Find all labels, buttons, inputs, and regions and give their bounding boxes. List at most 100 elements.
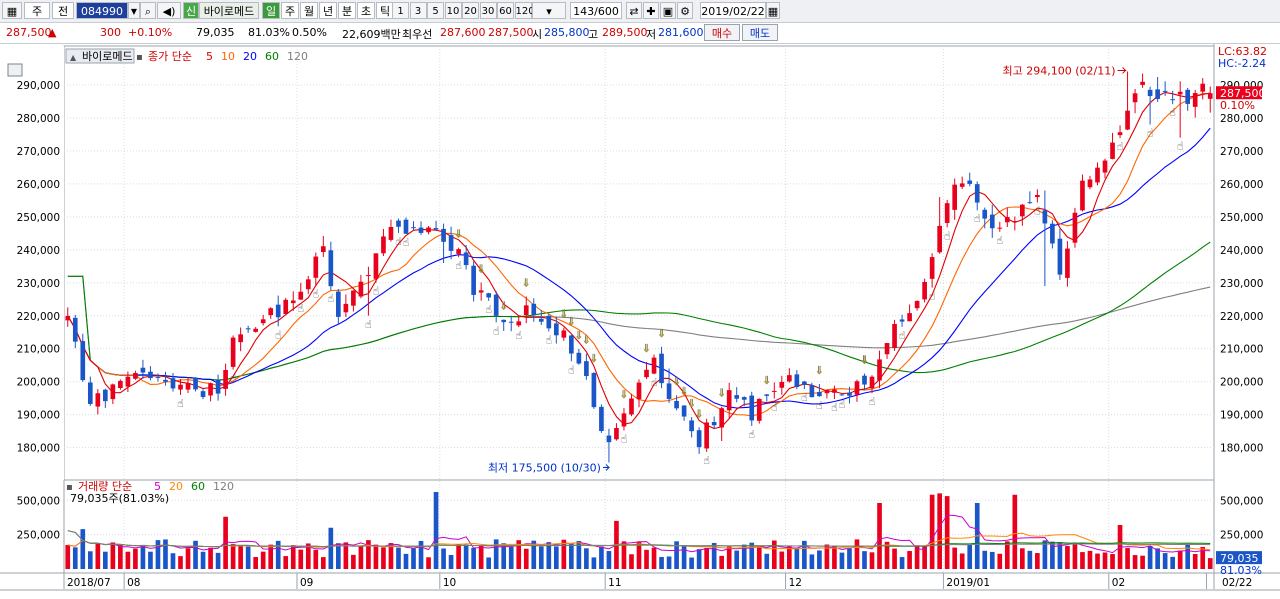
candle-body <box>576 352 582 364</box>
volume-bar <box>944 496 950 569</box>
stock-name[interactable]: 바이로메드 <box>199 2 259 19</box>
interval-60[interactable]: 60 <box>497 2 514 19</box>
volume-bar <box>1080 552 1085 569</box>
tab-0[interactable]: 일 <box>262 2 280 19</box>
chevron-down-icon[interactable]: ▼ <box>128 2 140 19</box>
candle-body <box>313 256 319 278</box>
sell-signal-arrow: ⇓ <box>687 397 696 410</box>
tab-6[interactable]: 틱 <box>376 2 394 19</box>
volume-bar <box>351 554 356 569</box>
quote-info-bar: 287,500 ▲ 300 +0.10% 79,035 81.03% 0.50%… <box>0 23 1280 44</box>
candle-body <box>95 393 101 407</box>
adjust-select[interactable]: 전 <box>52 2 74 19</box>
volume-bar <box>561 539 567 569</box>
legend-bullet-icon: ▪ <box>136 52 143 63</box>
volume-bar <box>223 516 228 569</box>
interval-dropdown[interactable]: ▾ <box>532 2 566 19</box>
high-arrow-icon <box>1117 67 1127 74</box>
volume-bar <box>839 552 845 569</box>
interval-20[interactable]: 20 <box>462 2 479 19</box>
tab-5[interactable]: 초 <box>357 2 375 19</box>
y-tick-label: 190,000 <box>17 410 60 422</box>
candle-body <box>125 376 131 387</box>
hand-signal: ☝ <box>275 328 282 341</box>
candle-body <box>734 395 740 399</box>
tab-3[interactable]: 년 <box>319 2 337 19</box>
interval-3[interactable]: 3 <box>409 2 427 19</box>
interval-1[interactable]: 1 <box>392 2 409 19</box>
high-label: 고 <box>588 28 599 41</box>
y-tick-label: 260,000 <box>17 179 60 191</box>
vol-tick-label-right: 250,000 <box>1220 530 1263 542</box>
interval-120[interactable]: 120 <box>514 2 535 19</box>
volume-bar <box>336 543 341 569</box>
volume-bar <box>802 540 807 569</box>
vol-value-line: 79,035주(81.03%) <box>70 492 169 505</box>
stock-code-input[interactable]: 084990 <box>76 2 128 19</box>
price-pane <box>63 45 1215 481</box>
buy-button[interactable]: 매수 <box>704 24 740 41</box>
candle-body <box>869 376 875 389</box>
scroll-icon[interactable]: ⇄ <box>626 2 642 19</box>
volume-bar <box>576 541 582 569</box>
interval-5[interactable]: 5 <box>427 2 444 19</box>
tab-2[interactable]: 월 <box>300 2 318 19</box>
candle-body <box>1132 93 1138 103</box>
volume-bar <box>396 547 401 569</box>
candle-body <box>997 227 1003 229</box>
sell-button[interactable]: 매도 <box>742 24 778 41</box>
candle-body <box>847 392 852 396</box>
candle-body <box>553 323 559 336</box>
volume-bar <box>373 544 379 569</box>
candle-body <box>320 246 326 252</box>
hand-signal: ☝ <box>515 329 522 342</box>
candle-body <box>133 372 138 379</box>
volume-bar <box>786 546 792 569</box>
volume-bar <box>884 541 890 569</box>
low-price: 281,600 <box>658 26 704 39</box>
legend-ma-type: 종가 단순 <box>148 50 192 63</box>
data-count[interactable]: 143/600 <box>570 2 622 19</box>
tab-4[interactable]: 분 <box>338 2 356 19</box>
price-chart[interactable]: 180,000 180,000 190,000 190,000 200,000 200,0… <box>0 44 1280 599</box>
volume-bar <box>208 547 213 569</box>
crosshair-icon[interactable]: ✚ <box>643 2 659 19</box>
volume-bar <box>403 553 409 569</box>
save-icon[interactable]: ▣ <box>660 2 676 19</box>
candle-body <box>741 397 747 400</box>
vol-badge-bg <box>1216 551 1262 565</box>
date-input[interactable]: 2019/02/22 <box>700 2 766 19</box>
y-tick-label-right: 230,000 <box>1220 278 1263 290</box>
volume-bar <box>584 548 589 569</box>
candle-body <box>1012 221 1018 223</box>
vol-pct-badge: 81.03% <box>1220 564 1262 577</box>
interval-10[interactable]: 10 <box>444 2 462 19</box>
candle-body <box>373 253 379 279</box>
candle-body <box>456 249 461 254</box>
hand-signal: ☝ <box>403 236 410 249</box>
search-icon[interactable]: ⌕ <box>140 2 156 19</box>
hand-signal: ☝ <box>312 288 319 301</box>
pct-badge: 0.10% <box>1220 99 1255 112</box>
candle-body <box>561 330 567 338</box>
y-tick-label: 290,000 <box>17 80 60 92</box>
volume-bar <box>1042 540 1048 569</box>
candle-body <box>1004 217 1010 223</box>
chart-type-icon[interactable]: ▦ <box>2 2 22 19</box>
tab-1[interactable]: 주 <box>281 2 299 19</box>
candle-body <box>719 408 725 428</box>
candle-body <box>238 334 243 343</box>
candle-body <box>1020 204 1025 217</box>
interval-30[interactable]: 30 <box>479 2 497 19</box>
settings-icon[interactable]: ⚙ <box>677 2 693 19</box>
legend-ma-120: 120 <box>287 50 308 63</box>
calendar-icon[interactable]: ▦ <box>766 2 780 19</box>
period-select[interactable]: 주 <box>24 2 50 19</box>
legend-ma-5: 5 <box>206 50 213 63</box>
sound-icon[interactable]: ◀) <box>157 2 181 19</box>
volume-bar <box>982 550 988 569</box>
candle-body <box>298 291 304 300</box>
candle-body <box>546 315 552 329</box>
volume-bar <box>1087 550 1093 569</box>
volume-bar <box>170 553 176 569</box>
